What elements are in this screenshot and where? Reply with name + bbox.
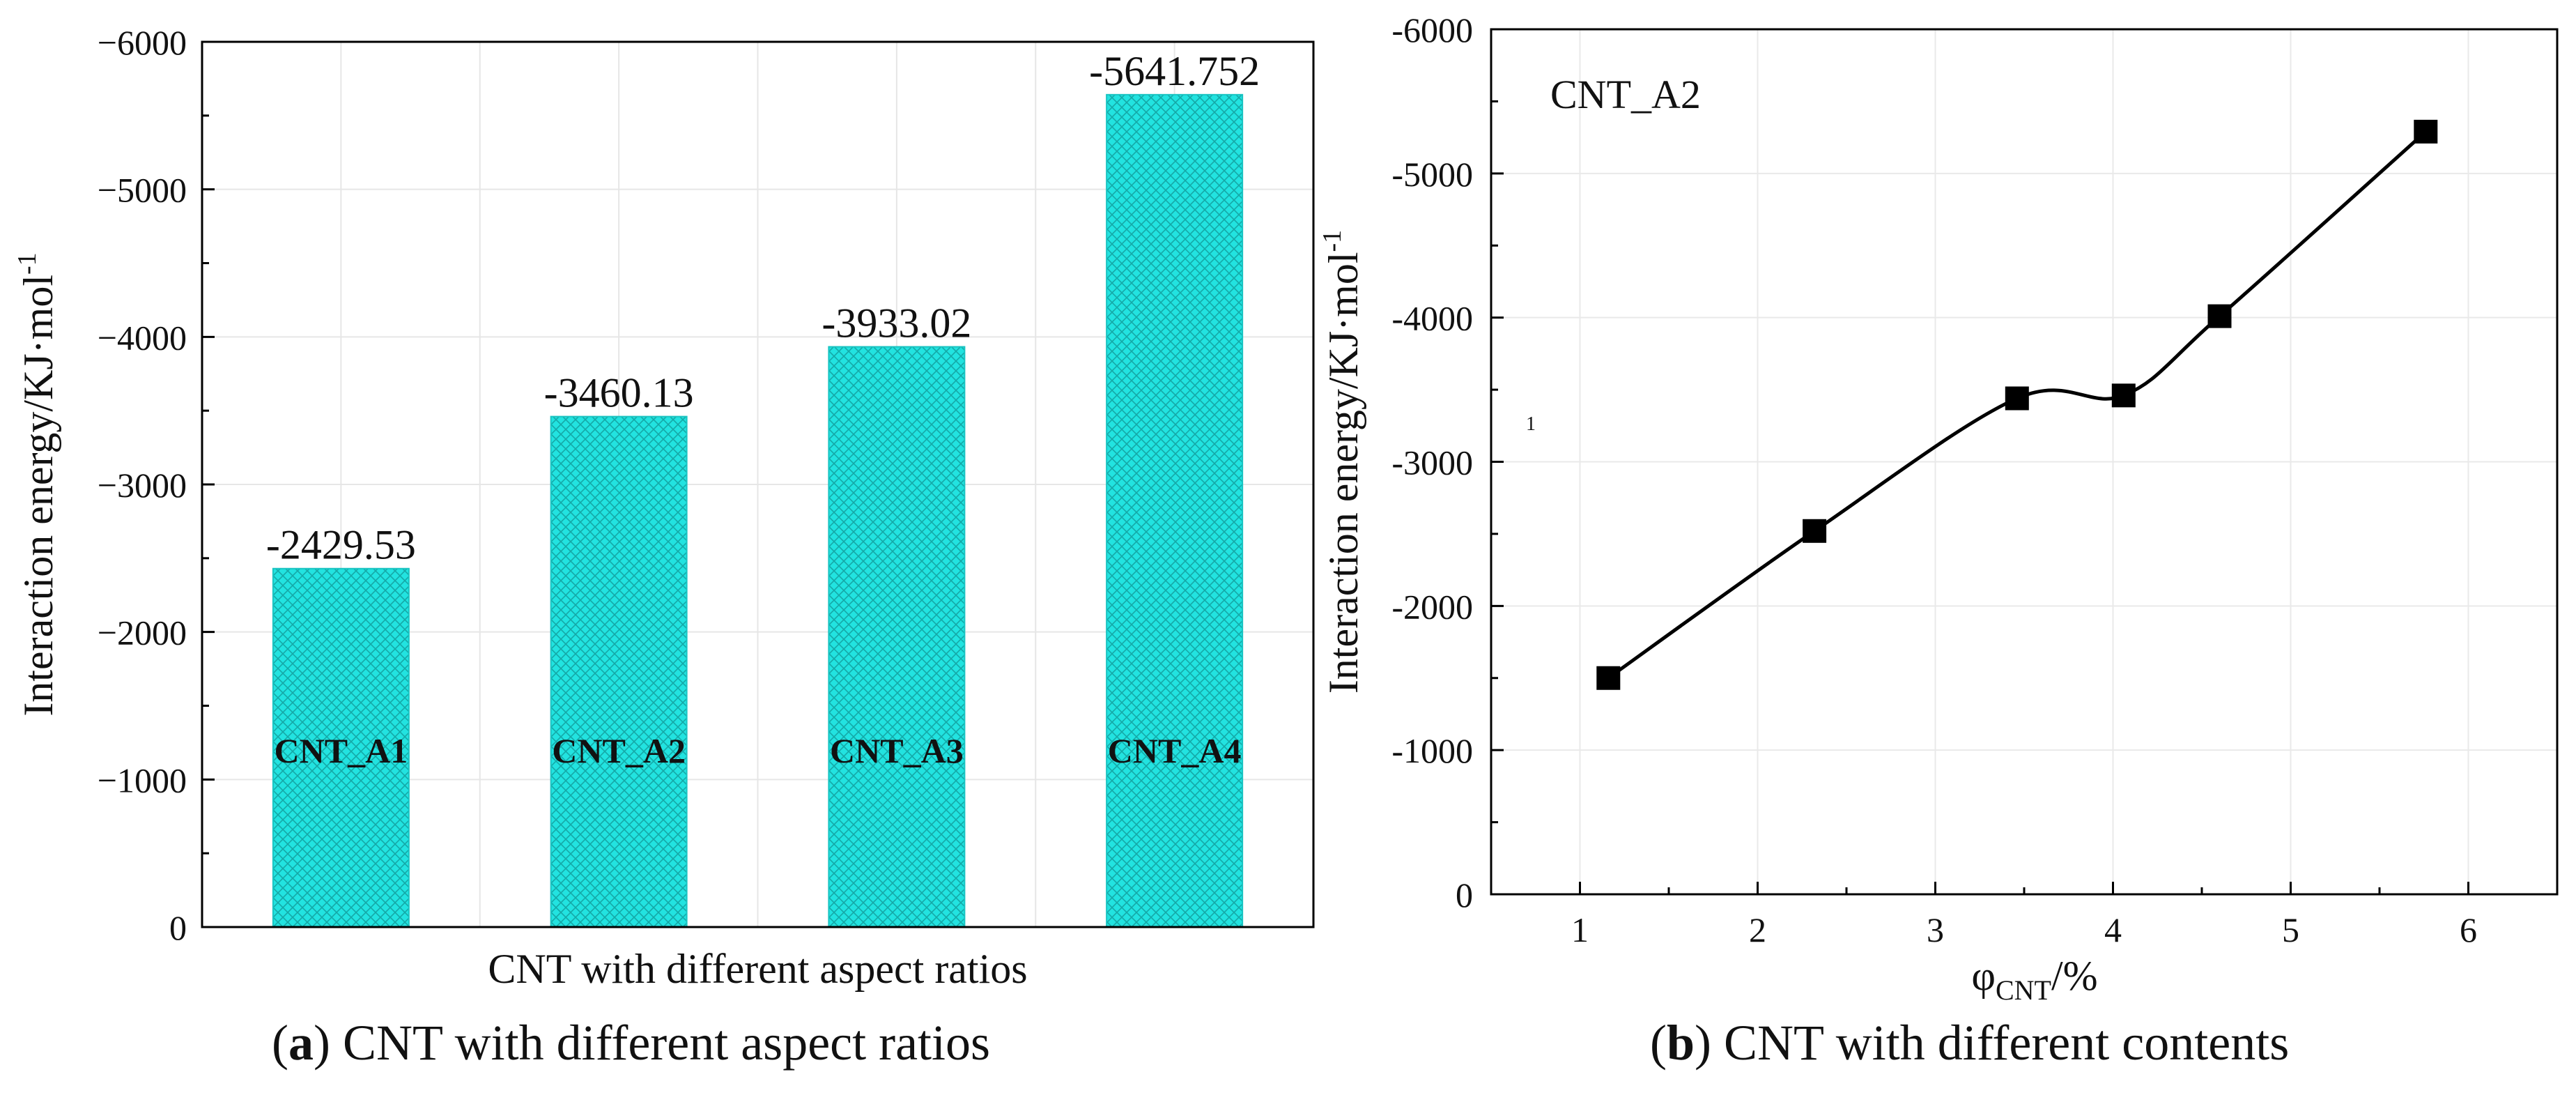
x-tick-label: 6 [2460, 910, 2477, 949]
y-tick-label: -5000 [1391, 155, 1473, 194]
caption-a-text: CNT with different aspect ratios [342, 1015, 991, 1071]
x-tick-label: 4 [2104, 910, 2122, 949]
data-label: -3933.02 [822, 300, 971, 346]
annotation-label: CNT_A2 [1550, 72, 1701, 117]
stray-mark: 1 [1526, 413, 1536, 435]
y-tick-label: −6000 [98, 23, 187, 62]
y-tick-label: −5000 [98, 171, 187, 210]
x-axis-label: CNT with different aspect ratios [488, 946, 1027, 992]
data-point [2111, 383, 2136, 408]
y-tick-label: -1000 [1391, 731, 1473, 770]
x-tick-label: 3 [1927, 910, 1944, 949]
caption-b: (b) CNT with different contents [1650, 1015, 2290, 1071]
plot-frame [201, 40, 1315, 928]
y-tick-label: -2000 [1391, 587, 1473, 626]
bar [550, 415, 688, 928]
category-label: CNT_A2 [552, 731, 686, 770]
data-point [2005, 386, 2029, 411]
y-tick-label: −2000 [98, 613, 187, 652]
y-tick-label: −1000 [98, 760, 187, 799]
category-label: CNT_A3 [830, 731, 964, 770]
bar [1106, 93, 1244, 928]
category-label: CNT_A4 [1108, 731, 1242, 770]
caption-a: (a) CNT with different aspect ratios [272, 1015, 991, 1071]
data-point [1596, 666, 1621, 690]
data-label: -3460.13 [544, 370, 694, 416]
y-tick-label: -3000 [1391, 443, 1473, 482]
y-tick-label: −3000 [98, 466, 187, 505]
caption-b-letter: b [1666, 1015, 1695, 1071]
y-axis-label: Interaction energy/KJ·mol-1 [13, 252, 61, 716]
bar [272, 567, 410, 928]
data-point [2207, 304, 2232, 328]
x-tick-label: 5 [2282, 910, 2299, 949]
x-tick-label: 1 [1571, 910, 1589, 949]
panel-a: -2429.53 CNT_A1 -3460.13 CNT_A2 -3933.02 CNT_… [13, 23, 1315, 992]
bar [828, 346, 966, 928]
y-tick-label: −4000 [98, 318, 187, 357]
caption-a-letter: a [288, 1015, 314, 1071]
panel-b: 0 -1000 -2000 -3000 -4000 -5000 -6000 1 2 3 4 5 6 CNT… [1318, 10, 2559, 1006]
y-tick-label: 0 [169, 908, 187, 947]
y-tick-label: 0 [1456, 875, 1473, 914]
data-label: -2429.53 [266, 522, 416, 568]
x-axis-label: φCNT/% [1971, 953, 2097, 1006]
series-line [1607, 130, 2427, 680]
caption-b-text: CNT with different contents [1724, 1015, 2290, 1071]
data-point [2414, 119, 2438, 144]
data-point [1803, 519, 1827, 543]
plot-frame [1490, 28, 2559, 896]
data-label: -5641.752 [1089, 48, 1260, 94]
x-tick-label: 2 [1749, 910, 1766, 949]
y-tick-label: -4000 [1391, 299, 1473, 338]
y-tick-label: -6000 [1391, 10, 1473, 49]
y-axis-label: Interaction energy/KJ·mol-1 [1318, 230, 1366, 694]
category-label: CNT_A1 [275, 731, 408, 770]
